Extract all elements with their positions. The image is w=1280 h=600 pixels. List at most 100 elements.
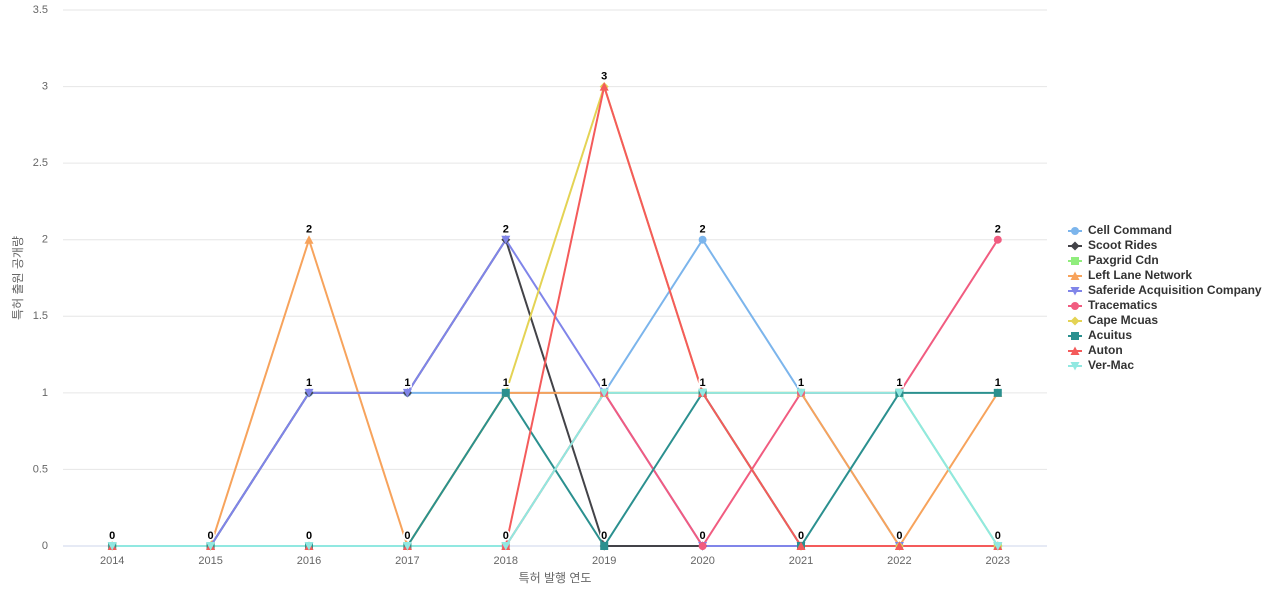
data-label: 0 xyxy=(995,530,1001,542)
data-label: 0 xyxy=(109,530,115,542)
data-label: 0 xyxy=(208,530,214,542)
data-label: 0 xyxy=(109,530,115,542)
data-point xyxy=(501,235,511,245)
data-label: 1 xyxy=(601,377,607,389)
legend-marker xyxy=(1070,316,1080,326)
data-label: 0 xyxy=(995,530,1001,542)
data-label: 0 xyxy=(404,530,410,542)
data-label: 0 xyxy=(503,530,509,542)
x-tick-label: 2014 xyxy=(100,555,124,567)
y-tick-label: 2.5 xyxy=(33,157,48,169)
data-label: 0 xyxy=(404,530,410,542)
data-point xyxy=(501,542,511,551)
data-label: 1 xyxy=(700,377,706,389)
legend-marker xyxy=(1070,241,1080,251)
legend-item: Cape Mcuas xyxy=(1068,313,1158,327)
data-point xyxy=(993,542,1003,551)
data-label: 0 xyxy=(798,530,804,542)
data-label: 1 xyxy=(404,377,410,389)
data-label: 1 xyxy=(503,377,509,389)
data-label: 1 xyxy=(798,377,804,389)
data-label: 1 xyxy=(995,377,1001,389)
data-label: 0 xyxy=(109,530,115,542)
data-label: 0 xyxy=(306,530,312,542)
y-axis-title: 특허 출원 공개량 xyxy=(11,236,25,320)
data-label: 0 xyxy=(798,530,804,542)
y-tick-label: 1 xyxy=(42,387,48,399)
legend-item: Tracematics xyxy=(1068,298,1158,312)
legend-item: Paxgrid Cdn xyxy=(1068,253,1159,267)
data-label: 3 xyxy=(601,70,607,82)
data-label: 2 xyxy=(503,224,509,236)
y-tick-label: 3.5 xyxy=(33,4,48,16)
data-point xyxy=(599,82,609,91)
data-label: 1 xyxy=(404,377,410,389)
data-label: 0 xyxy=(109,530,115,542)
data-label: 0 xyxy=(896,530,902,542)
data-label: 1 xyxy=(798,377,804,389)
data-label: 0 xyxy=(896,530,902,542)
data-label: 1 xyxy=(503,377,509,389)
x-tick-label: 2022 xyxy=(887,555,911,567)
data-point xyxy=(206,542,216,551)
data-label: 0 xyxy=(208,530,214,542)
data-label: 0 xyxy=(109,530,115,542)
y-tick-label: 3 xyxy=(42,80,48,92)
data-label: 0 xyxy=(404,530,410,542)
legend-marker xyxy=(1070,271,1080,280)
data-label: 0 xyxy=(601,530,607,542)
data-label: 0 xyxy=(503,530,509,542)
data-label: 0 xyxy=(109,530,115,542)
data-label: 0 xyxy=(404,530,410,542)
data-label: 0 xyxy=(503,530,509,542)
data-label: 0 xyxy=(700,530,706,542)
legend-marker xyxy=(1071,332,1079,340)
legend-marker xyxy=(1070,346,1080,355)
x-tick-label: 2016 xyxy=(297,555,321,567)
x-tick-label: 2020 xyxy=(690,555,714,567)
series-line xyxy=(112,391,999,547)
legend-item: Acuitus xyxy=(1068,328,1132,342)
legend-label: Left Lane Network xyxy=(1088,268,1192,282)
data-label: 0 xyxy=(995,530,1001,542)
data-label: 1 xyxy=(503,377,509,389)
data-label: 0 xyxy=(404,530,410,542)
data-label: 0 xyxy=(208,530,214,542)
data-point xyxy=(698,235,707,244)
x-tick-label: 2023 xyxy=(986,555,1010,567)
data-point xyxy=(402,542,412,551)
legend-marker xyxy=(1070,362,1080,371)
legend-label: Ver-Mac xyxy=(1088,358,1134,372)
data-point xyxy=(600,542,609,550)
x-tick-label: 2018 xyxy=(494,555,518,567)
data-label: 0 xyxy=(208,530,214,542)
y-tick-label: 0.5 xyxy=(33,463,48,475)
data-label: 1 xyxy=(896,377,902,389)
legend-item: Left Lane Network xyxy=(1068,268,1192,282)
data-label: 0 xyxy=(896,530,902,542)
legend-label: Auton xyxy=(1088,343,1123,357)
data-label: 1 xyxy=(503,377,509,389)
data-label: 0 xyxy=(896,530,902,542)
x-tick-label: 2019 xyxy=(592,555,616,567)
data-label: 1 xyxy=(306,377,312,389)
data-label: 1 xyxy=(601,377,607,389)
y-tick-label: 2 xyxy=(42,234,48,246)
data-label: 2 xyxy=(503,224,509,236)
data-label: 0 xyxy=(208,530,214,542)
data-label: 0 xyxy=(601,530,607,542)
data-point xyxy=(402,388,412,398)
data-label: 1 xyxy=(601,377,607,389)
data-label: 0 xyxy=(404,530,410,542)
data-label: 0 xyxy=(208,530,214,542)
data-point xyxy=(796,388,806,398)
data-label: 1 xyxy=(995,377,1001,389)
data-label: 1 xyxy=(700,377,706,389)
data-label: 0 xyxy=(798,530,804,542)
data-label: 0 xyxy=(306,530,312,542)
data-label: 0 xyxy=(995,530,1001,542)
legend-item: Cell Command xyxy=(1068,223,1172,237)
data-point xyxy=(894,541,904,550)
data-label: 0 xyxy=(208,530,214,542)
data-point xyxy=(796,541,806,550)
